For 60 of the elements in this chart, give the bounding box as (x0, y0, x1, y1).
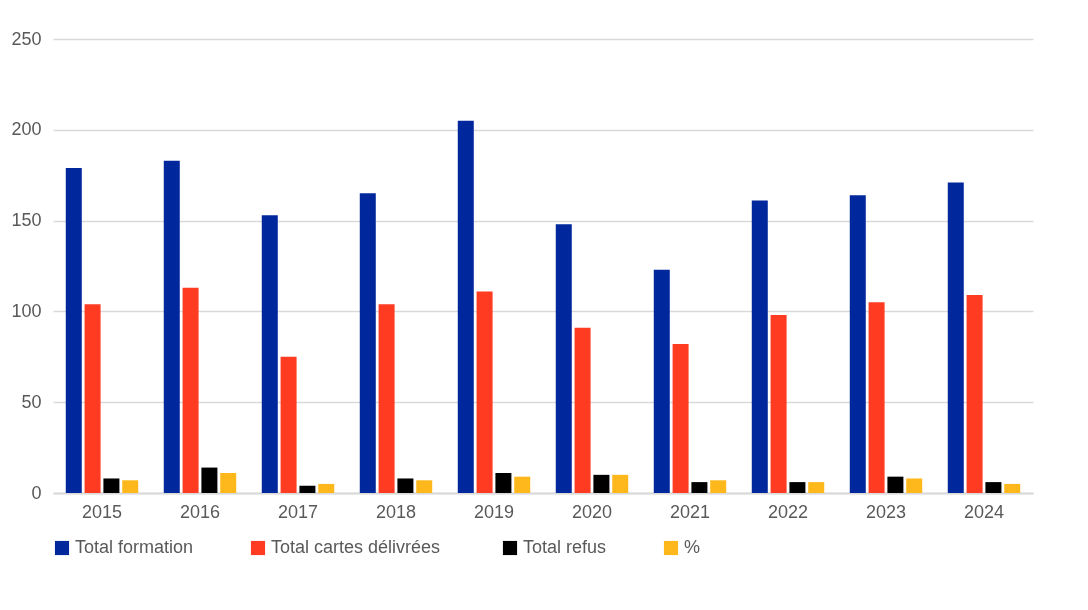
bar (457, 120, 474, 493)
bar (514, 476, 531, 493)
x-tick-label: 2017 (277, 501, 319, 522)
x-tick-label: 2024 (963, 501, 1005, 522)
x-tick-label: 2015 (81, 501, 123, 522)
x-tick-label: 2016 (179, 501, 221, 522)
bar (770, 315, 787, 493)
legend-label: Total refus (523, 537, 607, 557)
bar (751, 200, 768, 493)
bar (220, 473, 237, 493)
x-tick-label: 2019 (473, 501, 515, 522)
legend-label: Total formation (75, 537, 194, 557)
bar (299, 485, 316, 493)
bar (65, 167, 82, 493)
bar (653, 269, 670, 493)
bar (476, 291, 493, 493)
bar (691, 482, 708, 493)
bar (887, 476, 904, 493)
bar (182, 287, 199, 493)
bar (201, 467, 218, 493)
bar (280, 356, 297, 493)
legend-label: % (684, 537, 701, 557)
y-tick-label: 200 (11, 119, 42, 140)
bar (947, 182, 964, 493)
x-tick-label: 2021 (669, 501, 711, 522)
bar (359, 193, 376, 493)
bar (672, 344, 689, 493)
bar (122, 480, 139, 493)
bar (318, 483, 335, 493)
bar (808, 482, 825, 493)
x-tick-label: 2023 (865, 501, 907, 522)
bar (378, 304, 395, 493)
bar (574, 327, 591, 493)
bar (261, 215, 278, 493)
y-tick-label: 50 (21, 391, 42, 412)
bar (495, 473, 512, 493)
bar (966, 295, 983, 493)
x-tick-label: 2018 (375, 501, 417, 522)
bar (612, 474, 629, 493)
x-tick-label: 2022 (767, 501, 809, 522)
bar (416, 480, 433, 493)
bar (555, 224, 572, 493)
legend-label: Total cartes délivrées (271, 537, 441, 557)
y-tick-label: 100 (11, 300, 42, 321)
y-tick-label: 0 (31, 482, 42, 503)
y-tick-label: 150 (11, 210, 42, 231)
bar (397, 478, 414, 493)
bar (868, 302, 885, 493)
bar (710, 480, 727, 493)
bar (593, 474, 610, 493)
bar (849, 195, 866, 493)
bar (789, 482, 806, 493)
bar (103, 478, 120, 493)
y-tick-label: 250 (11, 28, 42, 49)
x-tick-label: 2020 (571, 501, 613, 522)
bar (1004, 483, 1021, 493)
bar (163, 160, 180, 493)
bar (985, 482, 1002, 493)
bar (906, 478, 923, 493)
bar (84, 304, 101, 493)
